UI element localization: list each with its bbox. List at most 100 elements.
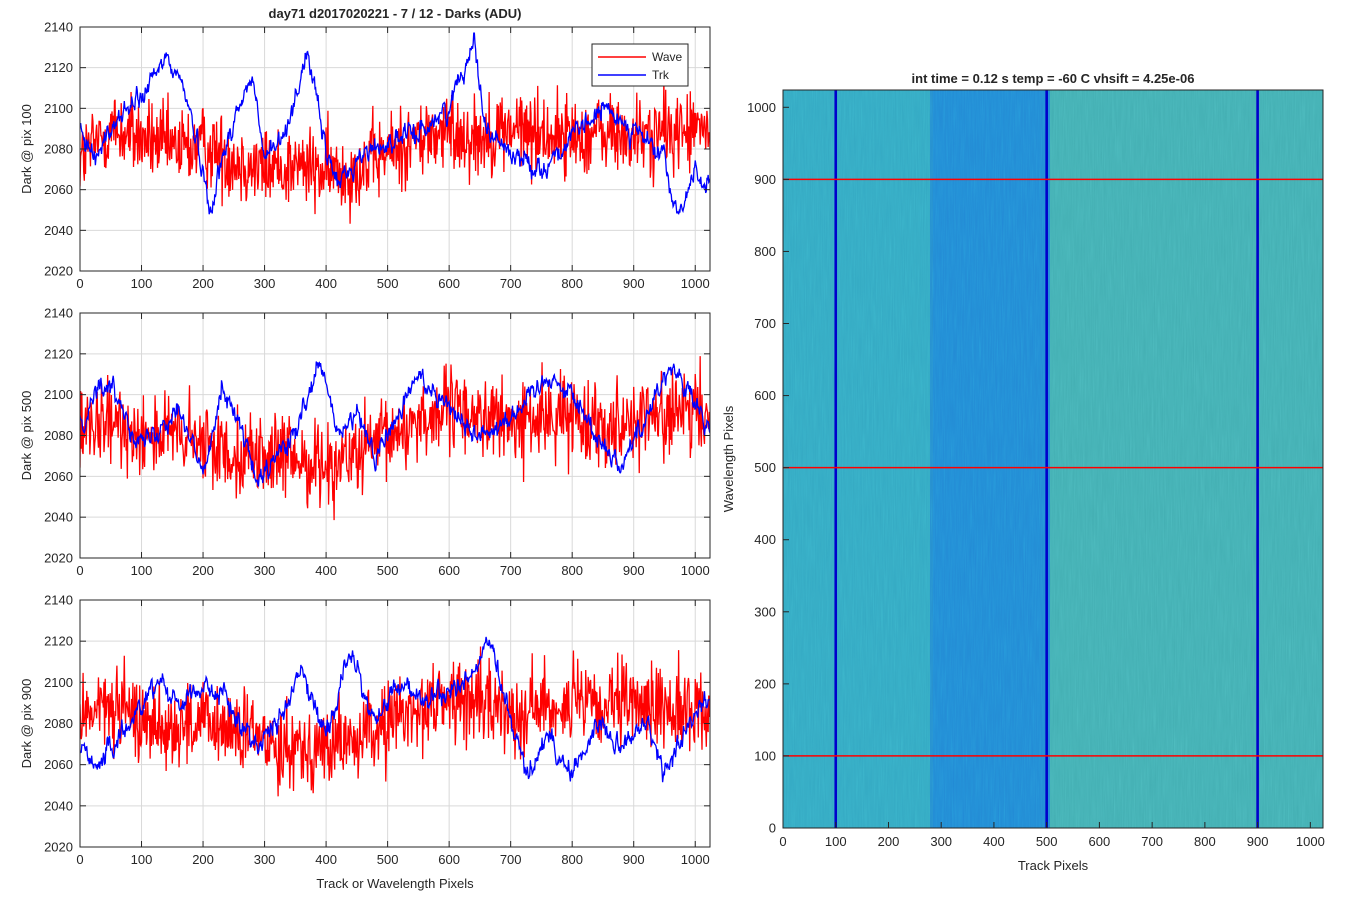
x-tick-label: 600 [438, 563, 460, 578]
x-tick-label: 1000 [681, 276, 710, 291]
legend-box [591, 43, 689, 87]
y-tick-label: 2140 [44, 20, 73, 35]
x-tick-label: 200 [192, 276, 214, 291]
line-panels: 0 100 200 300 400 500 600 700 800 900 100020202040… [19, 20, 711, 891]
legend: Wave Trk [591, 43, 689, 87]
x-tick-label: 100 [131, 276, 153, 291]
x-tick-label: 0 [76, 276, 83, 291]
legend-label-trk: Trk [652, 68, 670, 82]
hm-x-tick-label: 1000 [1296, 834, 1325, 849]
hm-x-tick-label: 800 [1194, 834, 1216, 849]
hm-x-tick-label: 500 [1036, 834, 1058, 849]
series-line-trk [80, 636, 710, 783]
x-tick-label: 900 [623, 852, 645, 867]
x-tick-label: 300 [254, 276, 276, 291]
hm-y-tick-label: 300 [754, 604, 776, 619]
series-line-trk [80, 361, 710, 487]
heatmap-axes: 0 100 200 300 400 500 600 700 800 900 1000 0 100 200 3… [721, 100, 1325, 873]
series-group [80, 32, 710, 224]
series-group [80, 356, 710, 521]
hm-y-axis-label: Wavelength Pixels [721, 405, 736, 512]
x-tick-label: 300 [254, 852, 276, 867]
x-tick-label: 1000 [681, 563, 710, 578]
series-group [80, 636, 710, 797]
x-tick-label: 700 [500, 563, 522, 578]
heatmap-frame [782, 89, 1324, 829]
y-tick-label: 2080 [44, 142, 73, 157]
legend-label-wave: Wave [652, 50, 683, 64]
y-tick-label: 2040 [44, 510, 73, 525]
x-tick-label: 400 [315, 852, 337, 867]
hm-x-tick-label: 0 [779, 834, 786, 849]
y-tick-label: 2100 [44, 101, 73, 116]
y-tick-label: 2040 [44, 223, 73, 238]
y-tick-label: 2020 [44, 551, 73, 566]
hm-x-tick-label: 600 [1089, 834, 1111, 849]
x-tick-label: 800 [561, 852, 583, 867]
hm-y-tick-label: 200 [754, 676, 776, 691]
x-tick-label: 700 [500, 276, 522, 291]
heatmap-markers [783, 90, 1323, 828]
x-tick-label: 700 [500, 852, 522, 867]
x-tick-label: 100 [131, 852, 153, 867]
x-tick-label: 600 [438, 852, 460, 867]
hm-x-tick-label: 300 [930, 834, 952, 849]
y-tick-label: 2120 [44, 60, 73, 75]
hm-y-tick-label: 100 [754, 748, 776, 763]
line-panel-1: 0 100 200 300 400 500 600 700 800 900 1000 2020 2040… [19, 20, 711, 291]
x-tick-label: 900 [623, 563, 645, 578]
x-tick-label: 800 [561, 276, 583, 291]
y-tick-label: 2100 [44, 387, 73, 402]
y-tick-label: 2060 [44, 469, 73, 484]
x-tick-label: 0 [76, 563, 83, 578]
y-tick-label: 2040 [44, 798, 73, 813]
y-tick-label: 2120 [44, 634, 73, 649]
x-tick-label: 500 [377, 276, 399, 291]
series-line-wave [80, 646, 710, 797]
series-line-wave [80, 356, 710, 521]
heatmap-panel: int time = 0.12 s temp = -60 C vhsift = … [721, 71, 1325, 873]
line-panel-2: 0 100 200 300 400 500 600 700 800 900 1000 2020 2040… [19, 306, 711, 578]
hm-y-tick-label: 1000 [747, 100, 776, 115]
x-tick-label: 900 [623, 276, 645, 291]
y-tick-label: 2060 [44, 757, 73, 772]
x-tick-label: 500 [377, 852, 399, 867]
x-tick-label: 200 [192, 852, 214, 867]
y-tick-label: 2060 [44, 182, 73, 197]
series-line-trk [80, 32, 710, 215]
hm-y-tick-label: 800 [754, 244, 776, 259]
y-tick-label: 2080 [44, 716, 73, 731]
x-tick-label: 600 [438, 276, 460, 291]
hm-x-tick-label: 900 [1247, 834, 1269, 849]
hm-y-tick-label: 900 [754, 172, 776, 187]
y-tick-label: 2020 [44, 840, 73, 855]
x-tick-label: 400 [315, 276, 337, 291]
hm-x-axis-label: Track Pixels [1018, 858, 1089, 873]
y-axis-label: Dark @ pix 100 [19, 104, 34, 194]
x-tick-label: 1000 [681, 852, 710, 867]
y-axis-label: Dark @ pix 900 [19, 679, 34, 769]
x-tick-label: 0 [76, 852, 83, 867]
y-tick-label: 2140 [44, 306, 73, 321]
x-tick-label: 500 [377, 563, 399, 578]
x-axis-label: Track or Wavelength Pixels [316, 876, 474, 891]
y-tick-label: 2120 [44, 346, 73, 361]
hm-x-tick-label: 700 [1141, 834, 1163, 849]
x-tick-label: 300 [254, 563, 276, 578]
hm-x-tick-label: 200 [878, 834, 900, 849]
hm-y-tick-label: 400 [754, 532, 776, 547]
hm-y-tick-label: 600 [754, 388, 776, 403]
hm-y-tick-label: 700 [754, 316, 776, 331]
hm-y-tick-label: 500 [754, 460, 776, 475]
hm-x-tick-label: 100 [825, 834, 847, 849]
y-tick-label: 2140 [44, 593, 73, 608]
hm-y-tick-label: 0 [769, 821, 776, 836]
y-axis-label: Dark @ pix 500 [19, 391, 34, 481]
hm-x-tick-label: 400 [983, 834, 1005, 849]
y-tick-label: 2100 [44, 675, 73, 690]
line-panel-3: 0 100 200 300 400 500 600 700 800 900 1000 2020 2040… [19, 593, 711, 891]
heatmap-noise [783, 90, 1323, 828]
title-left: day71 d2017020221 - 7 / 12 - Darks (ADU) [269, 6, 522, 21]
series-line-wave [80, 77, 710, 224]
